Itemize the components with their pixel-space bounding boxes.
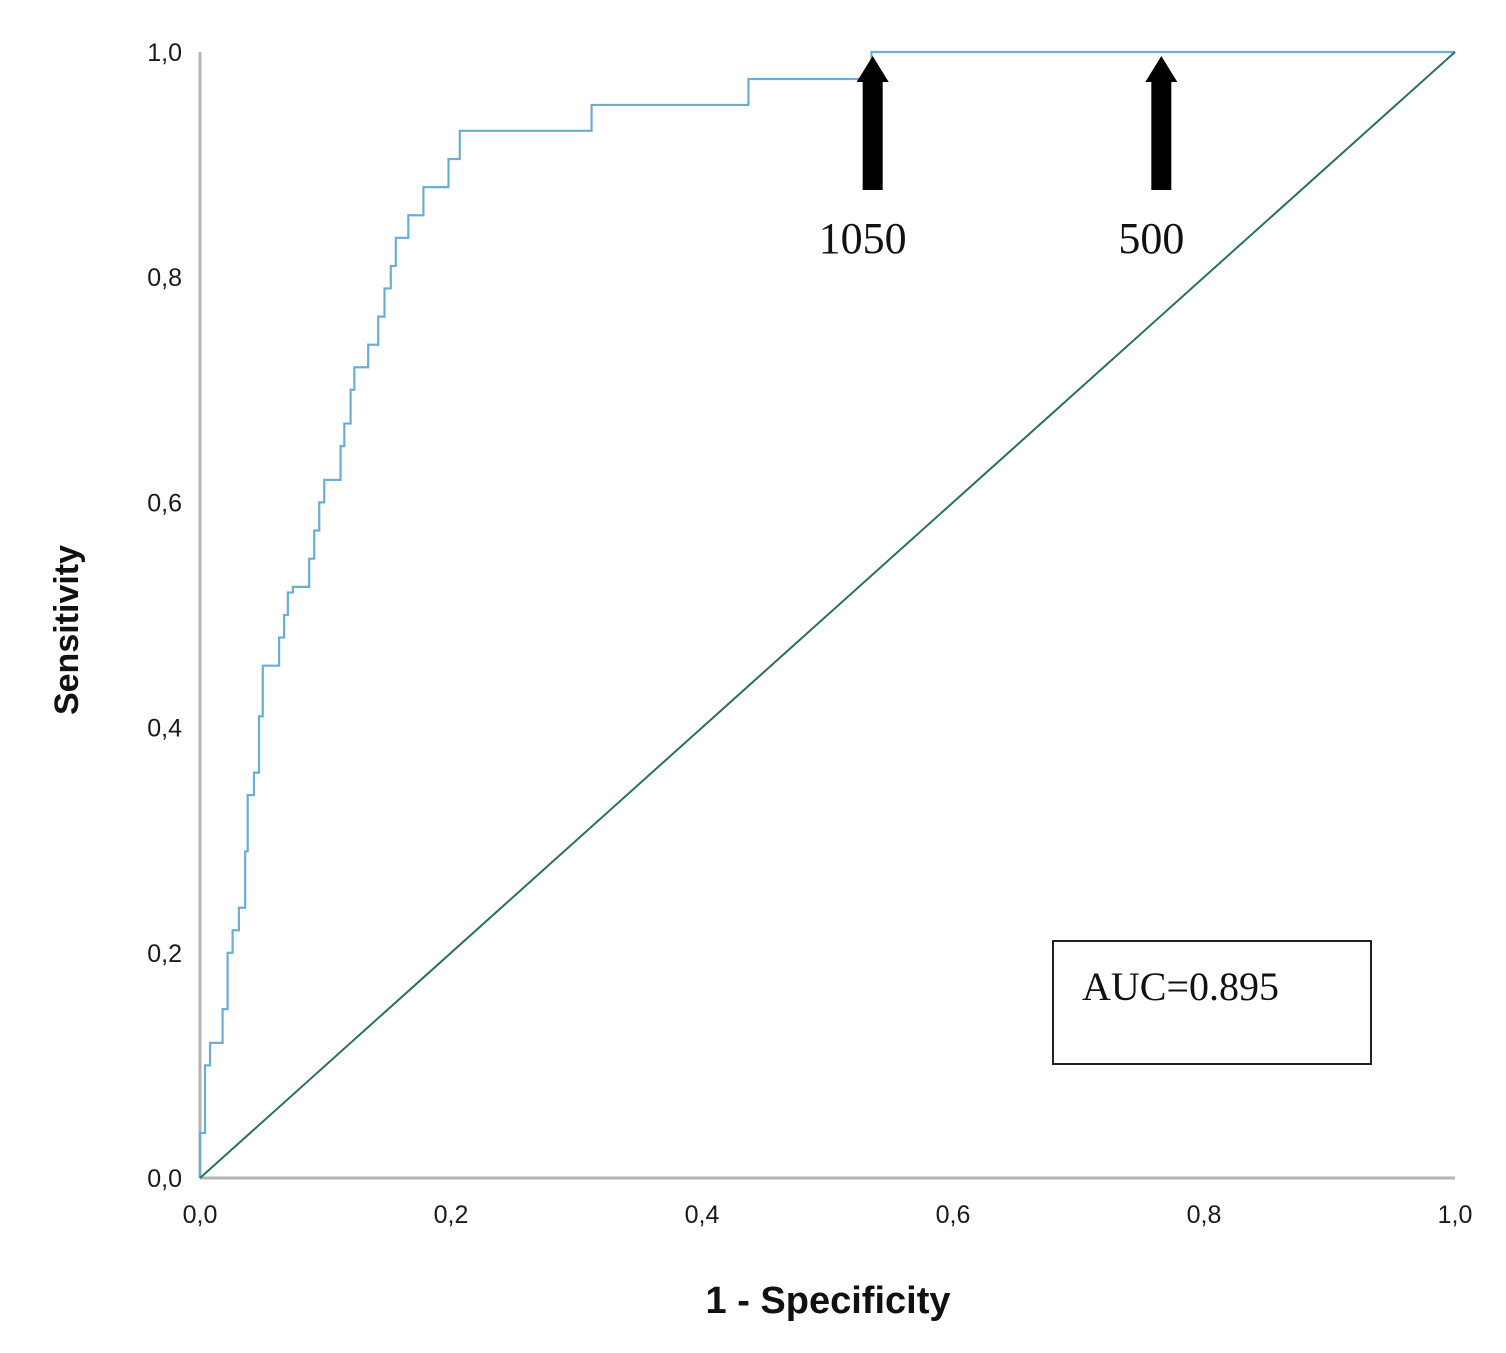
x-axis-title: 1 - Specificity [706, 1280, 951, 1322]
threshold-label: 500 [1118, 214, 1184, 263]
auc-box [1052, 940, 1372, 1065]
roc-curve-line [198, 50, 1455, 1178]
threshold-arrow-shaft [862, 80, 883, 190]
x-tick-labels: 0,0 0,2 0,4 0,6 0,8 1,0 [183, 1201, 1473, 1229]
x-tick-label: 1,0 [1438, 1201, 1473, 1229]
y-tick-label: 0,4 [147, 715, 182, 743]
y-tick-labels: 0,0 0,2 0,4 0,6 0,8 1,0 [147, 39, 182, 1193]
threshold-arrow-head [856, 56, 889, 82]
auc-label: AUC=0.895 [1082, 964, 1279, 1009]
annotation-group: 1050 500 [819, 56, 1184, 263]
threshold-arrow-shaft [1151, 80, 1172, 190]
x-tick-label: 0,4 [685, 1201, 720, 1229]
y-tick-label: 0,2 [147, 940, 182, 968]
y-tick-label: 0,8 [147, 264, 182, 292]
y-tick-label: 0,0 [147, 1165, 182, 1193]
x-tick-label: 0,8 [1187, 1201, 1222, 1229]
y-tick-label: 1,0 [147, 39, 182, 67]
reference-diagonal-line [199, 51, 1456, 1179]
x-tick-label: 0,2 [434, 1201, 469, 1229]
x-tick-label: 0,0 [183, 1201, 218, 1229]
threshold-arrow-head [1145, 56, 1178, 82]
y-axis-title: Sensitivity [48, 545, 86, 715]
x-tick-label: 0,6 [936, 1201, 971, 1229]
series-group [198, 50, 1456, 1179]
threshold-label: 1050 [819, 214, 907, 263]
y-tick-label: 0,6 [147, 489, 182, 517]
